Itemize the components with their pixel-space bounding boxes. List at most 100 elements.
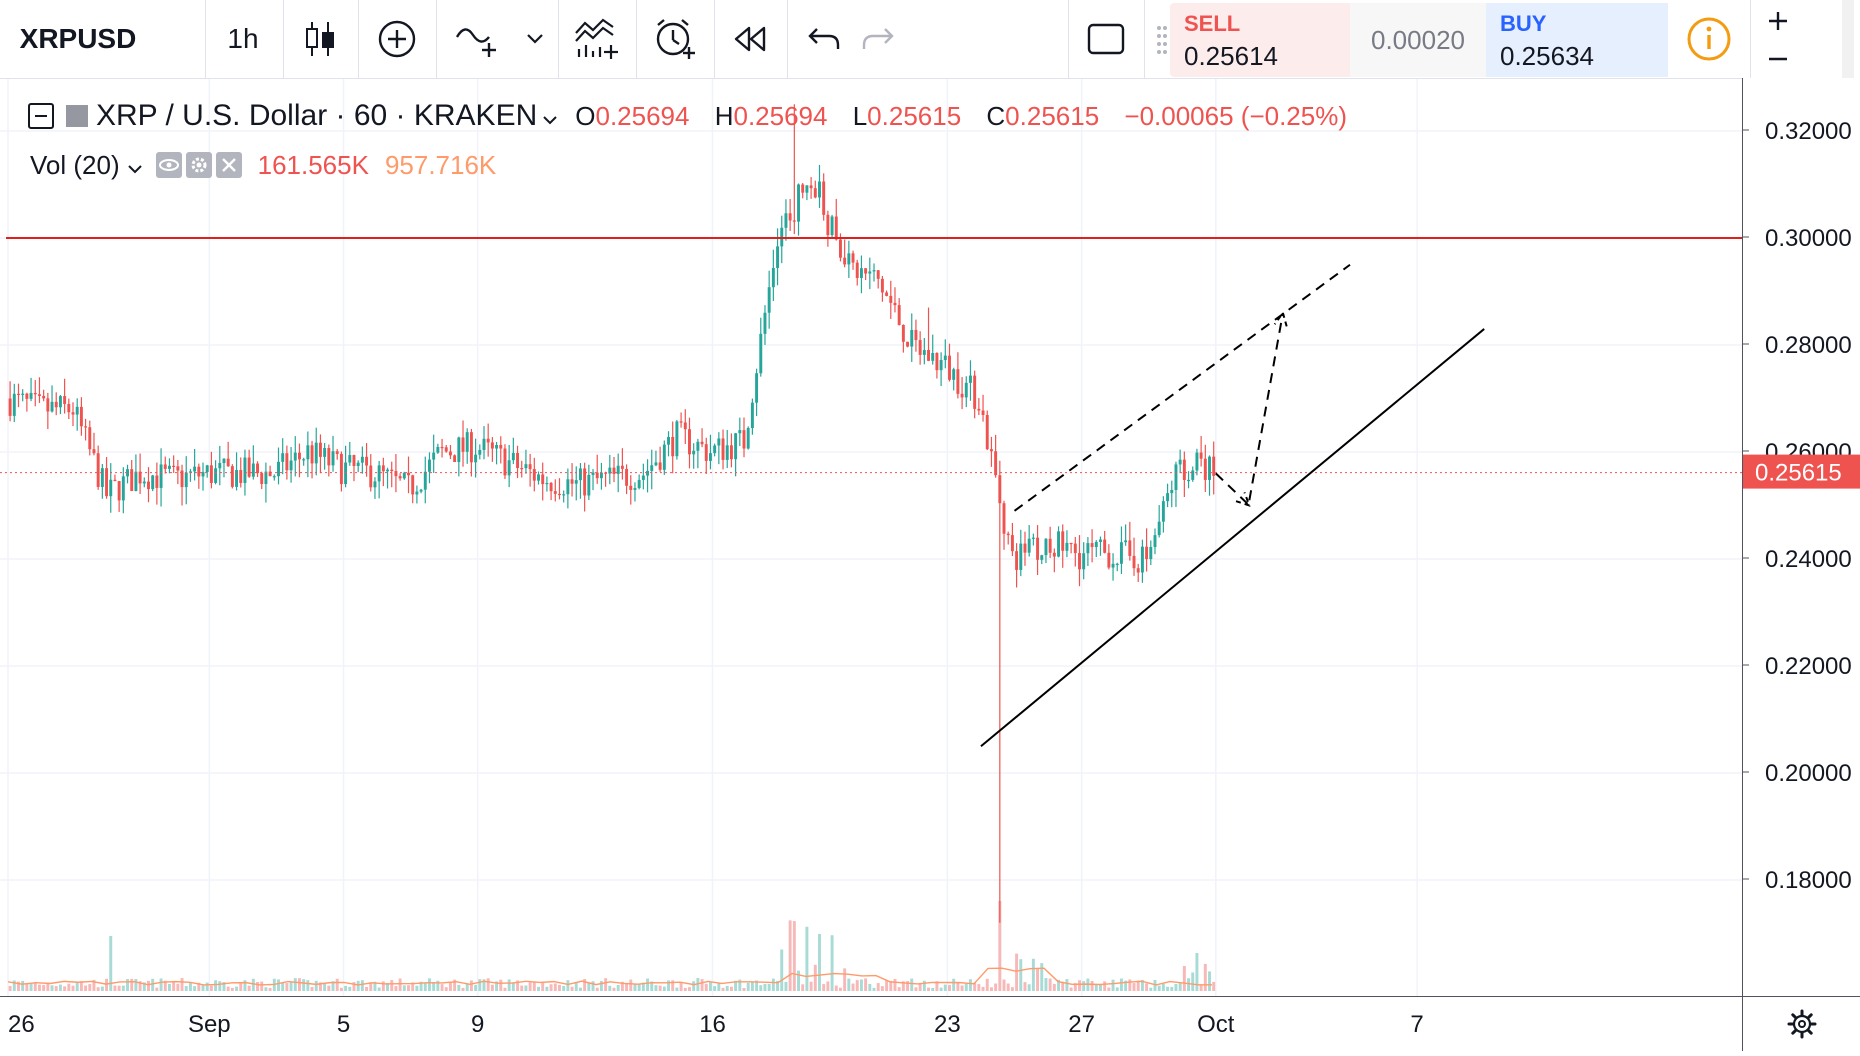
candle-body [1170, 489, 1174, 494]
candle-body [365, 456, 369, 466]
candle-body [297, 452, 301, 460]
trade-panel-scrollbar[interactable] [1842, 0, 1854, 78]
candle-body [1182, 459, 1186, 480]
volume-bar [906, 981, 910, 991]
high-label: H [714, 100, 734, 131]
candle-body [981, 410, 985, 415]
toolbar-divider [714, 0, 715, 78]
close-icon[interactable] [215, 152, 242, 178]
volume-bar [637, 984, 641, 991]
candle-body [1027, 538, 1031, 553]
volume-bar [1027, 984, 1031, 991]
volume-bar [461, 987, 465, 991]
alert-icon[interactable] [643, 0, 707, 78]
volume-bar [591, 981, 595, 991]
drag-handle-icon[interactable] [1156, 20, 1168, 60]
add-indicator-icon[interactable] [365, 0, 429, 78]
volume-bar [511, 982, 515, 991]
candle-body [1052, 552, 1056, 557]
buy-button[interactable]: BUY 0.25634 [1486, 3, 1668, 77]
replay-icon[interactable] [720, 0, 780, 78]
symbol-search-button[interactable]: XRPUSD [19, 23, 137, 54]
volume-bar [784, 981, 788, 991]
price-tick-label: 0.32000 [1765, 118, 1852, 145]
volume-bar [495, 981, 499, 991]
volume-bar [558, 984, 561, 991]
compare-icon[interactable] [446, 0, 510, 78]
chevron-down-icon[interactable] [518, 0, 552, 78]
volume-bar [264, 987, 268, 991]
volume-bar [801, 984, 805, 991]
candle-body [33, 392, 37, 395]
fullscreen-icon[interactable] [1076, 0, 1136, 78]
volume-bar [688, 987, 691, 991]
price-axis[interactable]: 0.32000 0.30000 0.28000 0.26000 0.24000 0.220… [1742, 78, 1860, 996]
candle-body [872, 270, 876, 272]
indicators-icon[interactable] [565, 0, 629, 78]
volume-bar [952, 978, 956, 991]
time-axis[interactable]: 26 Sep 5 9 16 23 27 Oct 7 [0, 996, 1742, 1051]
candles-icon[interactable] [290, 0, 350, 78]
candle-body [423, 471, 427, 490]
last-price-badge [1743, 454, 1860, 489]
candle-body [671, 436, 675, 457]
info-icon[interactable] [1684, 14, 1734, 64]
projection-down-line[interactable] [1215, 472, 1251, 507]
chart-settings-button[interactable] [1742, 996, 1860, 1051]
candle-body [335, 451, 339, 454]
candle-body [415, 491, 419, 495]
projection-up-line[interactable] [1248, 312, 1284, 501]
legend-title[interactable]: XRP / U.S. Dollar · 60 · KRAKEN [96, 99, 538, 132]
candle-body [629, 485, 633, 490]
volume-bar [1128, 979, 1132, 991]
upper-channel-line[interactable] [1013, 263, 1351, 512]
volume-bar [92, 979, 96, 991]
volume-bar [1153, 980, 1157, 991]
volume-bar [167, 983, 171, 991]
volume-bar [771, 978, 775, 991]
candle-body [398, 476, 402, 479]
volume-bar [75, 981, 79, 991]
candle-body [524, 464, 528, 469]
candle-body [558, 493, 561, 496]
redo-icon[interactable] [848, 0, 908, 78]
candle-body [700, 441, 704, 445]
settings-icon[interactable] [185, 152, 212, 178]
trade-panel-divider [1750, 0, 1751, 78]
chevron-down-icon[interactable] [127, 150, 142, 181]
volume-bar [1057, 979, 1061, 991]
volume-bar [226, 986, 230, 991]
volume-bar [37, 984, 41, 991]
volume-bar [96, 987, 100, 991]
candle-body [755, 373, 759, 403]
candle-body [876, 270, 880, 279]
candle-body [918, 340, 922, 355]
candle-body [646, 470, 650, 476]
candle-body [1119, 542, 1123, 564]
candle-body [243, 457, 247, 483]
volume-indicator-name[interactable]: Vol (20) [30, 149, 120, 180]
volume-bar [578, 987, 582, 991]
price-chart[interactable] [0, 79, 1742, 997]
sell-button[interactable]: SELL 0.25614 [1170, 3, 1350, 77]
zoom-out-icon[interactable] [1758, 42, 1798, 76]
collapse-legend-icon[interactable] [28, 103, 54, 129]
volume-bar [608, 985, 612, 991]
support-trendline[interactable] [980, 328, 1485, 748]
chevron-down-icon[interactable] [543, 99, 557, 133]
volume-bar [750, 981, 754, 991]
candle-body [25, 393, 29, 399]
candle-body [440, 446, 444, 449]
candle-body [939, 360, 943, 371]
volume-bar [138, 981, 142, 991]
candle-body [608, 467, 612, 474]
chart-pane[interactable] [0, 78, 1742, 997]
undo-icon[interactable] [794, 0, 854, 78]
interval-button[interactable]: 1h [227, 23, 259, 54]
volume-bar [516, 980, 520, 991]
candle-body [1006, 533, 1010, 536]
zoom-in-icon[interactable] [1758, 4, 1798, 38]
eye-icon[interactable] [155, 152, 182, 178]
volume-bar [927, 987, 930, 991]
volume-bar [377, 987, 381, 991]
